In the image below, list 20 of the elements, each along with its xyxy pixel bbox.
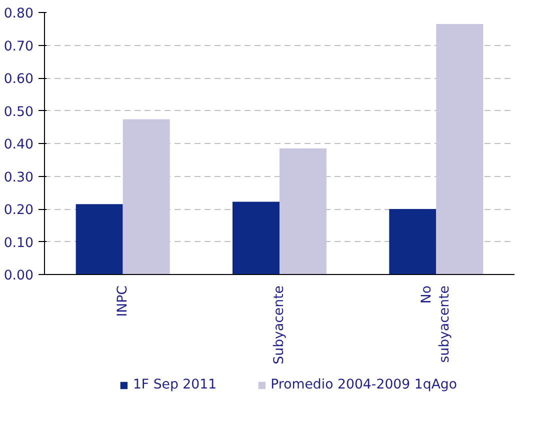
y-tick-label: 0.20 bbox=[4, 203, 34, 218]
y-tick-label: 0.30 bbox=[4, 170, 34, 186]
bar bbox=[122, 119, 170, 274]
y-tick-label: 0.50 bbox=[4, 104, 34, 120]
y-tick-label: 0.70 bbox=[4, 39, 34, 54]
x-tick-label: No subyacente bbox=[420, 285, 453, 363]
y-tick-label: 0.80 bbox=[4, 6, 34, 22]
legend-label: Promedio 2004-2009 1qAgo bbox=[270, 378, 458, 392]
bar bbox=[436, 24, 484, 274]
y-tick-label: 0.40 bbox=[4, 138, 34, 152]
legend-label: 1F Sep 2011 bbox=[132, 378, 217, 392]
x-tick-label: INPC bbox=[115, 285, 130, 317]
y-tick-label: 0.60 bbox=[4, 72, 34, 87]
bar bbox=[389, 209, 436, 274]
x-tick-label: Subyacente bbox=[272, 285, 287, 364]
y-tick-label: 0.10 bbox=[4, 236, 34, 251]
bar bbox=[232, 202, 280, 274]
bar bbox=[76, 204, 123, 274]
bar bbox=[280, 148, 326, 274]
y-tick-label: 0.00 bbox=[4, 268, 34, 284]
